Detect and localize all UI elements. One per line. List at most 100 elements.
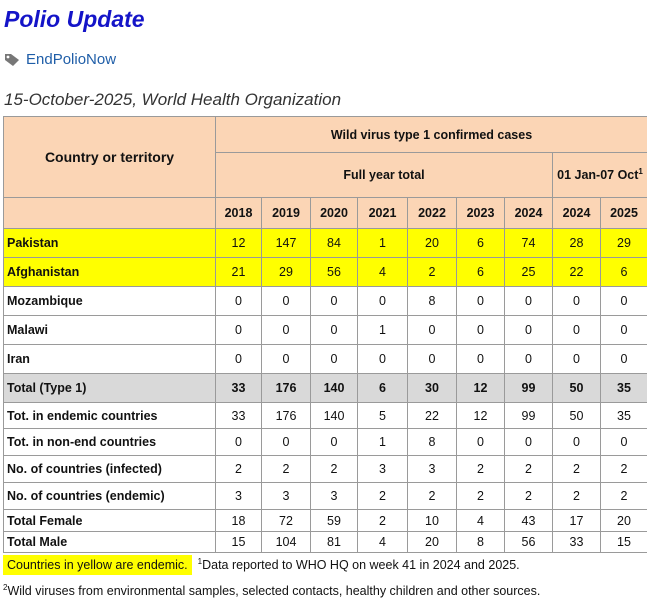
value-cell: 99: [504, 373, 553, 403]
value-cell: 4: [456, 509, 505, 532]
value-cell: 20: [407, 531, 457, 553]
tag-link[interactable]: EndPolioNow: [26, 51, 117, 68]
value-cell: 56: [310, 257, 358, 287]
year-cell: 2024: [504, 197, 553, 229]
header-row: 2018 2019 2020 2021 2022 2023 2024 2024 2025: [3, 197, 647, 229]
value-cell: 0: [261, 344, 311, 374]
value-cell: 43: [504, 509, 553, 532]
value-cell: 20: [600, 509, 647, 532]
year-cell: 2021: [357, 197, 408, 229]
value-cell: 0: [504, 286, 553, 316]
footnote-line: Countries in yellow are endemic. 1Data r…: [3, 555, 520, 575]
value-cell: 99: [504, 402, 553, 429]
value-cell: 2: [600, 455, 647, 483]
value-cell: 3: [357, 455, 408, 483]
table-row: Tot. in endemic countries 33 176 140 5 22 12 99…: [3, 402, 647, 429]
value-cell: 4: [357, 531, 408, 553]
value-cell: 5: [357, 402, 408, 429]
value-cell: 1: [357, 428, 408, 456]
value-cell: 3: [310, 482, 358, 510]
year-cell: 2023: [456, 197, 505, 229]
value-cell: 140: [310, 402, 358, 429]
value-cell: 176: [261, 402, 311, 429]
value-cell: 3: [215, 482, 262, 510]
value-cell: 0: [310, 428, 358, 456]
value-cell: 8: [407, 428, 457, 456]
value-cell: 33: [215, 402, 262, 429]
value-cell: 0: [215, 286, 262, 316]
value-cell: 0: [357, 286, 408, 316]
row-label: Malawi: [3, 315, 216, 345]
value-cell: 2: [407, 482, 457, 510]
value-cell: 2: [552, 455, 601, 483]
value-cell: 6: [357, 373, 408, 403]
value-cell: 12: [456, 373, 505, 403]
footnote-text: Wild viruses from environmental samples,…: [7, 584, 541, 599]
value-cell: 81: [310, 531, 358, 553]
footnote: 2Wild viruses from environmental samples…: [3, 583, 540, 598]
header-cell: [3, 197, 216, 229]
year-cell: 2020: [310, 197, 358, 229]
value-cell: 6: [456, 257, 505, 287]
value-cell: 56: [504, 531, 553, 553]
value-cell: 12: [215, 228, 262, 258]
value-cell: 0: [504, 344, 553, 374]
value-cell: 0: [456, 428, 505, 456]
header-row: Full year total 01 Jan-07 Oct1: [4, 152, 647, 198]
value-cell: 6: [600, 257, 647, 287]
table-row: Iran 0 0 0 0 0 0 0 0 0: [3, 344, 647, 374]
value-cell: 2: [310, 455, 358, 483]
value-cell: 3: [261, 482, 311, 510]
table-row: Total Female 18 72 59 2 10 4 43 17 20: [3, 509, 647, 532]
row-label: Afghanistan: [3, 257, 216, 287]
value-cell: 0: [552, 428, 601, 456]
value-cell: 2: [552, 482, 601, 510]
value-cell: 0: [600, 428, 647, 456]
value-cell: 0: [215, 315, 262, 345]
value-cell: 18: [215, 509, 262, 532]
value-cell: 17: [552, 509, 601, 532]
value-cell: 2: [357, 509, 408, 532]
value-cell: 0: [310, 286, 358, 316]
header-cell: Full year total: [215, 152, 553, 198]
value-cell: 0: [456, 286, 505, 316]
year-cell: 2022: [407, 197, 457, 229]
year-cell: 2024: [552, 197, 601, 229]
date-line: 15-October-2025, World Health Organizati…: [4, 90, 342, 109]
value-cell: 2: [456, 482, 505, 510]
row-label: Total (Type 1): [3, 373, 216, 403]
value-cell: 4: [357, 257, 408, 287]
value-cell: 0: [310, 315, 358, 345]
table-row: No. of countries (infected) 2 2 2 3 3 2 2 2 2: [3, 455, 647, 483]
value-cell: 6: [456, 228, 505, 258]
value-cell: 33: [215, 373, 262, 403]
table-row: Tot. in non-end countries 0 0 0 1 8 0 0 0 0: [3, 428, 647, 456]
value-cell: 10: [407, 509, 457, 532]
value-cell: 72: [261, 509, 311, 532]
value-cell: 2: [504, 482, 553, 510]
footnote-marker: 2: [3, 583, 8, 592]
page-title: Polio Update: [4, 6, 145, 32]
value-cell: 84: [310, 228, 358, 258]
table-row: Pakistan 12 147 84 1 20 6 74 28 29: [3, 228, 647, 258]
row-label: Tot. in endemic countries: [3, 402, 216, 429]
value-cell: 0: [456, 315, 505, 345]
header-text: 01 Jan-07 Oct: [557, 168, 639, 183]
value-cell: 0: [504, 315, 553, 345]
value-cell: 35: [600, 402, 647, 429]
table-row: Malawi 0 0 0 1 0 0 0 0 0: [3, 315, 647, 345]
value-cell: 29: [261, 257, 311, 287]
value-cell: 0: [261, 428, 311, 456]
row-label: No. of countries (infected): [3, 455, 216, 483]
table-row: No. of countries (endemic) 3 3 3 2 2 2 2 2 2: [3, 482, 647, 510]
value-cell: 0: [261, 286, 311, 316]
value-cell: 20: [407, 228, 457, 258]
table-row: Mozambique 0 0 0 0 8 0 0 0 0: [3, 286, 647, 316]
value-cell: 147: [261, 228, 311, 258]
value-cell: 104: [261, 531, 311, 553]
year-cell: 2019: [261, 197, 311, 229]
value-cell: 1: [357, 315, 408, 345]
value-cell: 50: [552, 402, 601, 429]
value-cell: 2: [407, 257, 457, 287]
